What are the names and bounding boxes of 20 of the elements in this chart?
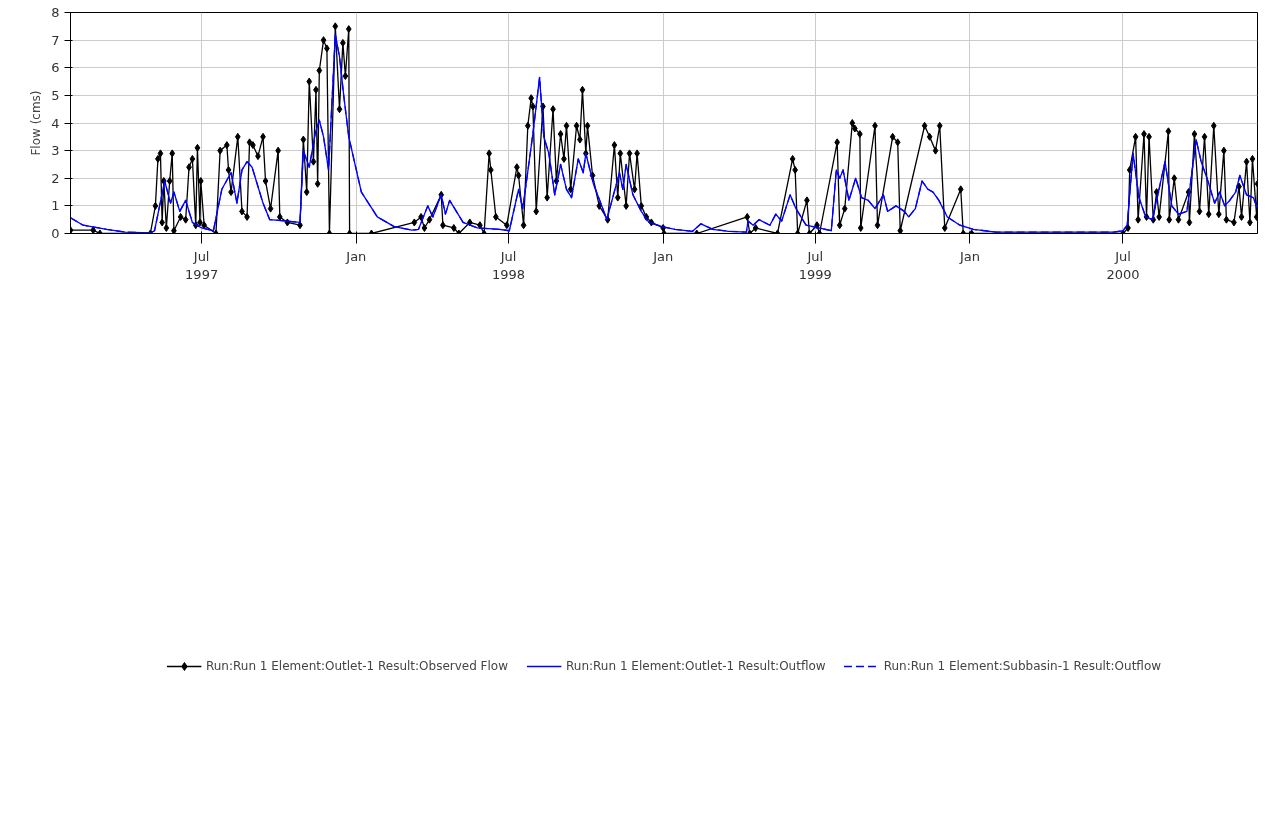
legend-label: Run:Run 1 Element:Subbasin-1 Result:Outflow [883,659,1162,673]
x-tick-label: Jul 2000 [1106,248,1140,282]
x-tick-label: Jul 1997 [185,248,219,282]
y-tick-label: 7 [51,32,60,48]
y-tick-label: 4 [51,115,60,131]
x-tick-label: Jan [958,248,981,264]
x-tick-label: Jan [345,248,367,264]
y-tick-label: 5 [51,87,60,103]
x-tick-label: Jul 1998 [491,248,526,282]
y-tick-label: 2 [51,170,60,186]
x-tick-label: Jan [652,248,674,264]
legend-label: Run:Run 1 Element:Outlet-1 Result:Observed Flow [205,659,509,673]
y-tick-label: 6 [51,60,60,76]
y-tick-label: 3 [51,143,60,159]
y-tick-label: 0 [51,226,60,241]
legend-label: Run:Run 1 Element:Outlet-1 Result:Outflow [566,659,826,673]
x-tick-label: Jul 1999 [798,248,832,282]
y-tick-label: 8 [51,5,60,20]
y-tick-label: 1 [51,198,60,214]
y-axis-title: Flow (cms) [29,90,44,156]
